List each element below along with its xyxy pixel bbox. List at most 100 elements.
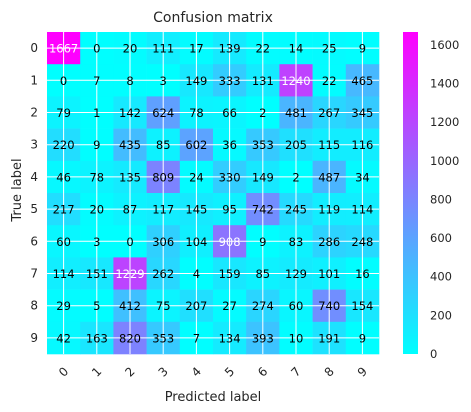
cell-value-label: 465 (351, 74, 373, 88)
chart-title: Confusion matrix (153, 10, 273, 26)
cell-value-label: 139 (219, 42, 241, 56)
cell-value-label: 46 (56, 170, 71, 184)
cell-value-label: 207 (185, 299, 207, 313)
cell-value-label: 22 (255, 42, 270, 56)
x-tick-label: 1 (89, 364, 104, 379)
cell-value-label: 262 (152, 267, 174, 281)
cell-value-label: 75 (156, 299, 171, 313)
y-tick-label: 5 (30, 202, 38, 216)
cell-value-label: 306 (152, 235, 174, 249)
cell-value-label: 24 (189, 170, 204, 184)
colorbar-tick-labels: 0 200 400 600 800 1000 1200 1400 1600 (430, 38, 459, 361)
cell-value-label: 151 (86, 267, 108, 281)
y-tick-label: 8 (30, 299, 38, 313)
cell-value-label: 66 (222, 106, 237, 120)
cell-value-label: 245 (285, 203, 307, 217)
cell-value-label: 1667 (49, 42, 78, 56)
y-tick-label: 3 (30, 138, 38, 152)
colorbar-tick-label: 1200 (430, 115, 459, 129)
cell-value-label: 60 (289, 299, 304, 313)
colorbar-tick-label: 0 (430, 347, 437, 361)
cell-value-label: 487 (318, 170, 340, 184)
y-tick-label: 1 (30, 73, 38, 87)
cell-value-label: 29 (56, 299, 71, 313)
cell-value-label: 134 (219, 331, 241, 345)
x-tick-label: 3 (156, 364, 171, 379)
cell-value-label: 8 (126, 74, 133, 88)
x-tick-label: 6 (255, 364, 270, 379)
cell-value-label: 248 (351, 235, 373, 249)
cell-value-label: 20 (89, 203, 104, 217)
cell-value-label: 2 (259, 106, 266, 120)
cell-value-label: 22 (322, 74, 337, 88)
cell-value-label: 114 (351, 203, 373, 217)
cell-value-label: 78 (189, 106, 204, 120)
cell-value-label: 17 (189, 42, 204, 56)
cell-value-label: 286 (318, 235, 340, 249)
colorbar-tick-label: 600 (430, 231, 452, 245)
y-tick-label: 2 (30, 106, 38, 120)
cell-value-label: 101 (318, 267, 340, 281)
cell-value-label: 25 (322, 42, 337, 56)
y-tick-label: 0 (30, 41, 38, 55)
x-tick-label: 2 (122, 364, 137, 379)
cell-value-label: 435 (119, 138, 141, 152)
cell-value-label: 820 (119, 331, 141, 345)
cell-value-label: 0 (60, 74, 67, 88)
cell-value-label: 83 (289, 235, 304, 249)
colorbar-tick-label: 200 (430, 308, 452, 322)
cell-value-label: 393 (252, 331, 274, 345)
cell-value-label: 740 (318, 299, 340, 313)
cell-value-label: 9 (359, 331, 366, 345)
cell-value-label: 78 (89, 170, 104, 184)
x-tick-label: 5 (222, 364, 237, 379)
cell-value-label: 9 (359, 42, 366, 56)
colorbar-tick-label: 1400 (430, 77, 459, 91)
cell-value-label: 111 (152, 42, 174, 56)
cell-value-label: 1240 (281, 74, 310, 88)
cell-value-label: 159 (219, 267, 241, 281)
x-axis-label: Predicted label (165, 390, 262, 405)
cell-value-label: 131 (252, 74, 274, 88)
cell-value-label: 353 (152, 331, 174, 345)
cell-value-label: 60 (56, 235, 71, 249)
cell-value-label: 1229 (115, 267, 144, 281)
y-tick-label: 6 (30, 234, 38, 248)
cell-value-label: 353 (252, 138, 274, 152)
cell-value-label: 20 (123, 42, 138, 56)
cell-value-label: 4 (193, 267, 200, 281)
cell-value-label: 2 (292, 170, 299, 184)
x-tick-label: 8 (322, 364, 337, 379)
cell-value-label: 154 (351, 299, 373, 313)
cell-value-label: 220 (53, 138, 75, 152)
cell-value-label: 602 (185, 138, 207, 152)
cell-value-label: 742 (252, 203, 274, 217)
cell-value-label: 9 (93, 138, 100, 152)
cell-value-label: 42 (56, 331, 71, 345)
y-tick-label: 4 (30, 170, 38, 184)
y-tick-label: 7 (30, 267, 38, 281)
y-axis-label: True label (10, 158, 25, 222)
heatmap-cell-labels: 1667 0 20 111 17 139 22 14 25 90 7 8 3 149 333 131 1240 2… (49, 42, 373, 346)
cell-value-label: 0 (126, 235, 133, 249)
cell-value-label: 27 (222, 299, 237, 313)
cell-value-label: 142 (119, 106, 141, 120)
x-tick-label: 4 (189, 364, 204, 379)
cell-value-label: 1 (93, 106, 100, 120)
cell-value-label: 114 (53, 267, 75, 281)
colorbar-tick-label: 1000 (430, 154, 459, 168)
cell-value-label: 624 (152, 106, 174, 120)
heatmap-gridlines (47, 32, 379, 354)
cell-value-label: 145 (185, 203, 207, 217)
cell-value-label: 274 (252, 299, 274, 313)
cell-value-label: 205 (285, 138, 307, 152)
cell-value-label: 3 (93, 235, 100, 249)
x-tick-label: 9 (355, 364, 370, 379)
cell-value-label: 34 (355, 170, 370, 184)
cell-value-label: 7 (193, 331, 200, 345)
cell-value-label: 333 (219, 74, 241, 88)
cell-value-label: 36 (222, 138, 237, 152)
cell-value-label: 345 (351, 106, 373, 120)
cell-value-label: 10 (289, 331, 304, 345)
